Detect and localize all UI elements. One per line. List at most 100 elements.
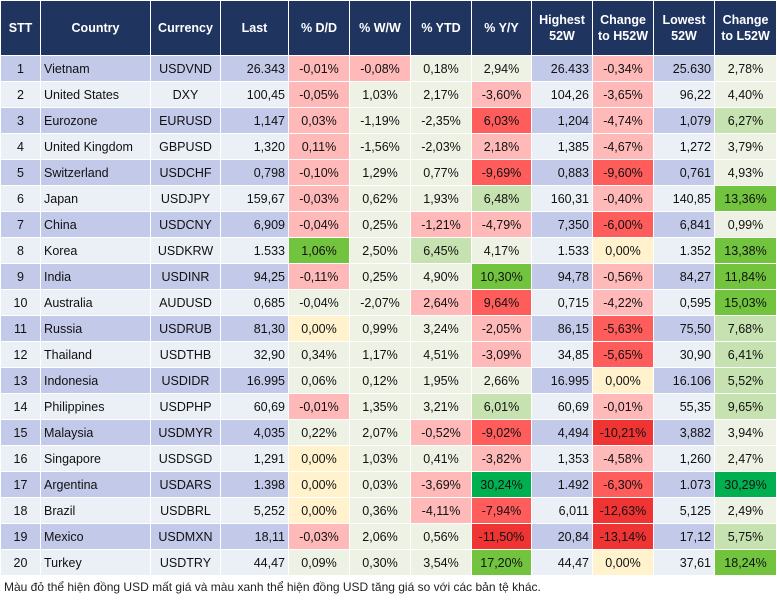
cell-chh: -12,63% xyxy=(592,497,654,524)
cell-chl: 9,65% xyxy=(714,393,777,420)
header-change-h52w: Change to H52W xyxy=(592,0,654,56)
cell-ww: 0,36% xyxy=(349,497,411,524)
cell-chh: -4,67% xyxy=(592,133,654,160)
cell-country: Indonesia xyxy=(40,367,151,394)
cell-low: 16.106 xyxy=(653,367,715,394)
cell-chl: 0,99% xyxy=(714,211,777,238)
cell-last: 5,252 xyxy=(220,497,289,524)
cell-chh: -0,01% xyxy=(592,393,654,420)
currency-table: STT Country Currency Last % D/D % W/W % … xyxy=(0,0,777,576)
cell-stt: 16 xyxy=(0,445,41,472)
cell-chh: -0,34% xyxy=(592,55,654,82)
cell-ww: 0,25% xyxy=(349,211,411,238)
cell-chh: -6,30% xyxy=(592,471,654,498)
table-row: 13 Indonesia USDIDR 16.995 0,06% 0,12% 1,95% 2,… xyxy=(0,367,777,394)
cell-ytd: -1,21% xyxy=(410,211,472,238)
cell-currency: USDCNY xyxy=(150,211,221,238)
cell-low: 1.073 xyxy=(653,471,715,498)
cell-last: 159,67 xyxy=(220,185,289,212)
cell-currency: USDRUB xyxy=(150,315,221,342)
cell-stt: 6 xyxy=(0,185,41,212)
cell-currency: USDTHB xyxy=(150,341,221,368)
cell-yy: 2,66% xyxy=(471,367,532,394)
cell-stt: 1 xyxy=(0,55,41,82)
cell-last: 4,035 xyxy=(220,419,289,446)
cell-ww: 1,03% xyxy=(349,81,411,108)
cell-chh: 0,00% xyxy=(592,549,654,576)
table-row: 4 United Kingdom GBPUSD 1,320 0,11% -1,56% -2,… xyxy=(0,133,777,160)
cell-chh: -0,40% xyxy=(592,185,654,212)
cell-stt: 9 xyxy=(0,263,41,290)
cell-stt: 3 xyxy=(0,107,41,134)
cell-currency: USDBRL xyxy=(150,497,221,524)
cell-stt: 8 xyxy=(0,237,41,264)
cell-ww: 0,03% xyxy=(349,471,411,498)
cell-ytd: 0,41% xyxy=(410,445,472,472)
cell-high: 16.995 xyxy=(531,367,593,394)
cell-low: 25.630 xyxy=(653,55,715,82)
cell-last: 1,320 xyxy=(220,133,289,160)
cell-ww: 1,29% xyxy=(349,159,411,186)
header-currency: Currency xyxy=(150,0,221,56)
cell-high: 6,011 xyxy=(531,497,593,524)
cell-ww: -1,56% xyxy=(349,133,411,160)
cell-ww: 2,50% xyxy=(349,237,411,264)
cell-ww: 1,17% xyxy=(349,341,411,368)
cell-dd: -0,03% xyxy=(288,523,350,550)
cell-chh: -4,22% xyxy=(592,289,654,316)
cell-last: 1,147 xyxy=(220,107,289,134)
cell-ww: 1,35% xyxy=(349,393,411,420)
cell-chh: -4,58% xyxy=(592,445,654,472)
cell-high: 94,78 xyxy=(531,263,593,290)
cell-country: Philippines xyxy=(40,393,151,420)
cell-chh: -5,63% xyxy=(592,315,654,342)
cell-ytd: -2,35% xyxy=(410,107,472,134)
cell-yy: -9,02% xyxy=(471,419,532,446)
cell-country: Turkey xyxy=(40,549,151,576)
cell-ytd: 0,77% xyxy=(410,159,472,186)
cell-currency: USDPHP xyxy=(150,393,221,420)
cell-currency: USDJPY xyxy=(150,185,221,212)
cell-stt: 11 xyxy=(0,315,41,342)
cell-high: 7,350 xyxy=(531,211,593,238)
cell-currency: AUDUSD xyxy=(150,289,221,316)
cell-stt: 5 xyxy=(0,159,41,186)
cell-low: 140,85 xyxy=(653,185,715,212)
cell-country: Argentina xyxy=(40,471,151,498)
cell-yy: 30,24% xyxy=(471,471,532,498)
cell-chl: 6,41% xyxy=(714,341,777,368)
cell-chl: 4,40% xyxy=(714,81,777,108)
cell-chh: -6,00% xyxy=(592,211,654,238)
table-row: 12 Thailand USDTHB 32,90 0,34% 1,17% 4,51% -3,0… xyxy=(0,341,777,368)
cell-country: Russia xyxy=(40,315,151,342)
cell-dd: -0,05% xyxy=(288,81,350,108)
cell-low: 6,841 xyxy=(653,211,715,238)
cell-chl: 30,29% xyxy=(714,471,777,498)
cell-dd: 0,09% xyxy=(288,549,350,576)
cell-ytd: 6,45% xyxy=(410,237,472,264)
table-row: 7 China USDCNY 6,909 -0,04% 0,25% -1,21% -4,79%… xyxy=(0,211,777,238)
cell-ww: 0,99% xyxy=(349,315,411,342)
cell-high: 1,385 xyxy=(531,133,593,160)
cell-yy: 4,17% xyxy=(471,237,532,264)
table-row: 10 Australia AUDUSD 0,685 -0,04% -2,07% 2,64% 9… xyxy=(0,289,777,316)
cell-stt: 12 xyxy=(0,341,41,368)
cell-yy: -3,60% xyxy=(471,81,532,108)
cell-chl: 3,94% xyxy=(714,419,777,446)
cell-yy: 6,01% xyxy=(471,393,532,420)
cell-ww: 0,62% xyxy=(349,185,411,212)
cell-high: 44,47 xyxy=(531,549,593,576)
cell-ww: 2,07% xyxy=(349,419,411,446)
table-row: 6 Japan USDJPY 159,67 -0,03% 0,62% 1,93% 6,48% 1… xyxy=(0,185,777,212)
header-ww: % W/W xyxy=(349,0,411,56)
cell-stt: 2 xyxy=(0,81,41,108)
cell-chh: -13,14% xyxy=(592,523,654,550)
cell-last: 16.995 xyxy=(220,367,289,394)
cell-ytd: 4,90% xyxy=(410,263,472,290)
cell-currency: USDARS xyxy=(150,471,221,498)
cell-yy: 2,94% xyxy=(471,55,532,82)
cell-yy: 6,03% xyxy=(471,107,532,134)
cell-chh: 0,00% xyxy=(592,367,654,394)
cell-last: 94,25 xyxy=(220,263,289,290)
table-row: 5 Switzerland USDCHF 0,798 -0,10% 1,29% 0,77% -… xyxy=(0,159,777,186)
